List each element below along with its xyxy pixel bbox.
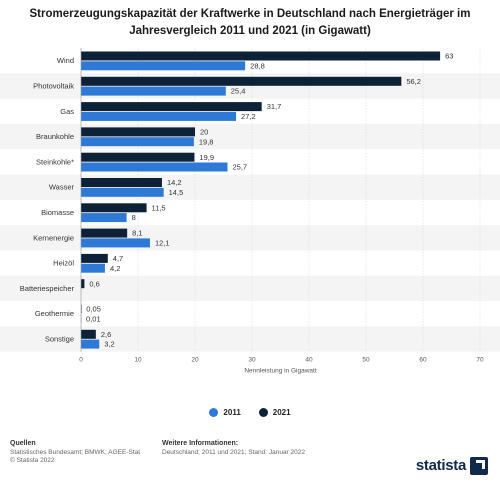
bar-2021[interactable] — [81, 304, 82, 314]
row-band — [0, 275, 500, 301]
category-label: Steinkohle* — [36, 157, 74, 166]
bar-2021[interactable] — [81, 152, 195, 162]
bar-2021[interactable] — [81, 76, 402, 86]
category-label: Wasser — [49, 183, 75, 192]
data-label-2021: 14,2 — [167, 178, 182, 187]
statista-logo[interactable]: statista — [415, 457, 466, 474]
legend-item-2011[interactable]: 2011 — [209, 408, 241, 417]
data-label-2011: 27,2 — [241, 112, 256, 121]
data-label-2021: 0,6 — [89, 279, 99, 288]
bar-2011[interactable] — [81, 162, 228, 172]
bar-2021[interactable] — [81, 178, 162, 187]
x-tick-label: 70 — [476, 357, 484, 364]
bar-2021[interactable] — [81, 253, 108, 263]
x-tick-label: 10 — [134, 357, 142, 364]
data-label-2021: 19,9 — [199, 153, 214, 162]
data-label-2011: 25,4 — [231, 87, 246, 96]
data-label-2021: 0,05 — [86, 305, 101, 314]
bar-2011[interactable] — [81, 238, 150, 248]
legend-label-2011: 2011 — [223, 408, 241, 417]
data-label-2021: 63 — [445, 52, 453, 61]
x-tick-label: 20 — [191, 357, 199, 364]
category-label: Batteriespeicher — [20, 284, 75, 293]
category-label: Geothermie — [35, 309, 74, 318]
bar-2011[interactable] — [81, 61, 246, 71]
bar-2021[interactable] — [81, 228, 128, 238]
chart-legend: 2011 2021 — [0, 408, 500, 417]
row-band — [0, 174, 500, 200]
bar-2011[interactable] — [81, 213, 127, 223]
legend-dot-2011 — [209, 408, 219, 417]
info-block: Weitere Informationen: Deutschland; 2011… — [162, 440, 305, 457]
x-tick-label: 60 — [419, 357, 427, 364]
data-label-2021: 11,5 — [152, 203, 166, 212]
data-label-2021: 8,1 — [132, 229, 142, 238]
copyright-line: © Statista 2022 — [10, 457, 55, 464]
category-label: Sonstige — [45, 334, 74, 343]
data-label-2011: 28,8 — [250, 61, 265, 70]
bar-2011[interactable] — [81, 187, 164, 197]
chart-title: Stromerzeugungskapazität der Kraftwerke … — [29, 8, 471, 37]
x-tick-label: 50 — [362, 357, 370, 364]
bar-2011[interactable] — [81, 263, 105, 273]
data-label-2011: 25,7 — [232, 163, 247, 172]
data-label-2011: 4,2 — [110, 264, 120, 273]
bar-2021[interactable] — [81, 279, 85, 289]
sources-title: Quellen — [10, 440, 36, 447]
category-label: Kernenergie — [33, 233, 74, 242]
bar-2011[interactable] — [81, 111, 237, 121]
x-tick-label: 40 — [305, 357, 313, 364]
category-label: Braunkohle — [36, 132, 74, 141]
category-label: Wind — [57, 56, 74, 65]
bar-2021[interactable] — [81, 203, 147, 213]
bar-2011[interactable] — [81, 137, 194, 147]
data-label-2021: 4,7 — [113, 254, 123, 263]
sources-line: Statistisches Bundesamt; BMWK; AGEE-Stat — [10, 448, 141, 456]
row-band — [0, 123, 500, 150]
bar-2021[interactable] — [81, 102, 262, 112]
info-line: Deutschland; 2011 und 2021; Stand: Janua… — [162, 448, 305, 456]
legend-item-2021[interactable]: 2021 — [258, 408, 291, 417]
footer: Quellen Statistisches Bundesamt; BMWK; A… — [10, 440, 490, 480]
bar-2021[interactable] — [81, 51, 441, 61]
data-label-2011: 8 — [132, 213, 136, 222]
x-tick-label: 0 — [79, 357, 83, 364]
bar-2011[interactable] — [81, 86, 226, 96]
info-title: Weitere Informationen: — [162, 440, 239, 447]
row-band — [0, 326, 500, 352]
data-label-2011: 0,01 — [86, 314, 101, 323]
data-label-2011: 19,8 — [199, 137, 214, 146]
row-band — [0, 225, 500, 251]
legend-label-2021: 2021 — [272, 408, 291, 417]
bar-2011[interactable] — [81, 339, 100, 349]
statista-logo-icon — [470, 457, 488, 475]
bar-chart: Wind 63 28,8 Photovoltaik 56,2 25,4 Gas 31,7 27,… — [0, 48, 500, 375]
data-label-2021: 31,7 — [267, 102, 282, 111]
category-label: Photovoltaik — [33, 81, 74, 90]
category-label: Gas — [60, 107, 74, 116]
data-label-2011: 14,5 — [169, 188, 184, 197]
bar-2021[interactable] — [81, 127, 195, 137]
bar-2021[interactable] — [81, 329, 96, 339]
data-label-2021: 20 — [200, 128, 208, 137]
data-label-2021: 2,6 — [101, 330, 111, 339]
x-tick-label: 30 — [248, 357, 256, 364]
data-label-2011: 3,2 — [104, 340, 114, 349]
data-label-2021: 56,2 — [406, 77, 421, 86]
legend-dot-2021 — [258, 408, 268, 417]
data-label-2011: 12,1 — [155, 239, 170, 248]
category-label: Biomasse — [41, 208, 74, 217]
category-label: Heizöl — [53, 259, 74, 268]
x-axis-title: Nennleistung in Gigawatt — [244, 368, 316, 375]
sources-block: Quellen Statistisches Bundesamt; BMWK; A… — [10, 440, 140, 466]
